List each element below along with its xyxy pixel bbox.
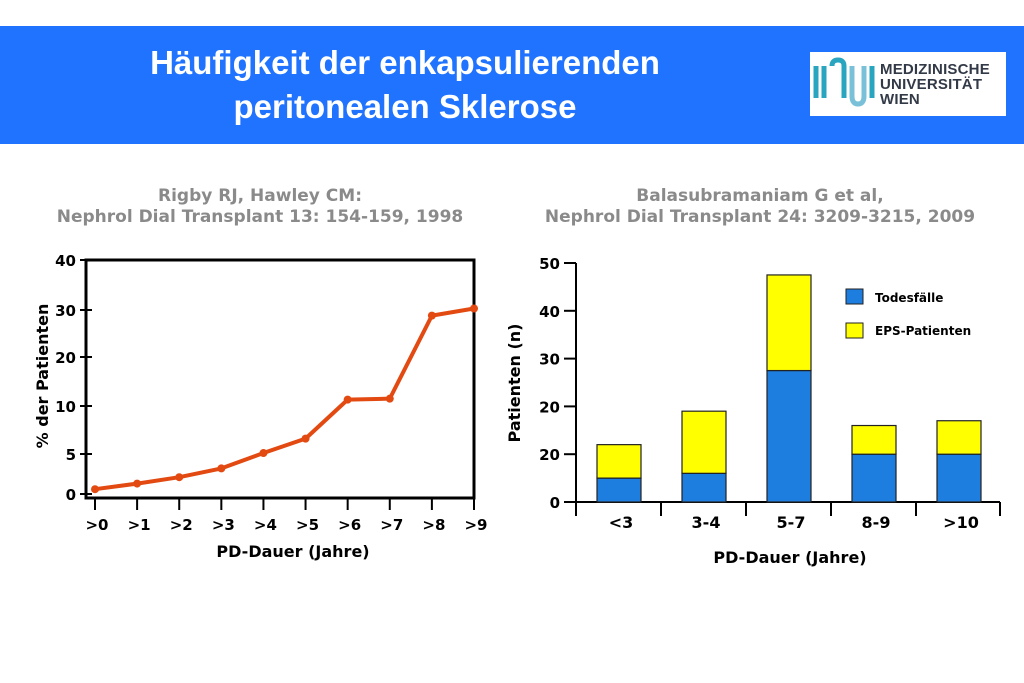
- left-y-tick-label: 40: [55, 252, 76, 270]
- left-source-line-1: Rigby RJ, Hawley CM:: [158, 186, 362, 206]
- left-data-point: [217, 464, 226, 473]
- left-source-line-2: Nephrol Dial Transplant 13: 154-159, 199…: [56, 207, 464, 227]
- left-data-point: [91, 485, 99, 494]
- university-logo: MEDIZINISCHE UNIVERSITÄT WIEN: [810, 52, 1006, 116]
- left-data-point: [301, 434, 310, 443]
- right-y-tick-label: 20: [539, 398, 560, 416]
- bar-todesfaelle: [936, 453, 982, 503]
- left-plot-frame: [84, 258, 476, 500]
- left-x-tick-label: >2: [170, 516, 193, 534]
- right-y-axis-label: Patienten (n): [505, 324, 524, 443]
- bar-eps-patienten: [681, 410, 727, 474]
- left-y-axis-label: % der Patienten: [33, 304, 52, 449]
- right-y-tick-label: 40: [539, 303, 560, 321]
- right-y-tick-label: 50: [539, 255, 560, 273]
- left-x-tick-label: >0: [85, 516, 108, 534]
- left-data-point: [175, 473, 184, 482]
- left-y-tick-label: 10: [55, 398, 76, 416]
- right-y-tick-label: 0: [550, 494, 560, 512]
- left-x-tick-label: >3: [212, 516, 235, 534]
- bar-eps-patienten: [936, 420, 982, 455]
- left-y-tick-label: 30: [55, 302, 76, 320]
- left-x-tick-label: >9: [464, 516, 487, 534]
- left-data-point: [470, 304, 478, 313]
- slide-title-line-2: peritonealen Sklerose: [233, 88, 577, 125]
- right-y-tick-label: 30: [539, 351, 560, 369]
- left-series-line: [94, 306, 475, 492]
- left-data-point: [133, 479, 142, 488]
- left-data-point: [385, 394, 394, 403]
- right-x-tick-label: 8-9: [862, 513, 891, 532]
- left-x-tick-label: >7: [380, 516, 403, 534]
- left-data-point: [259, 449, 268, 458]
- right-source-line-2: Nephrol Dial Transplant 24: 3209-3215, 2…: [544, 207, 976, 227]
- right-y-tick-label: 20: [539, 446, 560, 464]
- left-x-tick-label: >8: [422, 516, 445, 534]
- left-x-tick-label: >6: [338, 516, 361, 534]
- bar-eps-patienten: [851, 424, 897, 455]
- logo-text-line-2: UNIVERSITÄT: [880, 76, 983, 93]
- left-y-tick-label: 0: [66, 486, 76, 504]
- right-x-tick-label: <3: [609, 513, 634, 532]
- left-x-tick-label: >4: [254, 516, 277, 534]
- left-data-point: [343, 395, 352, 404]
- logo-text-line-1: MEDIZINISCHE: [880, 61, 990, 78]
- legend-label-eps-patienten: EPS-Patienten: [875, 324, 971, 338]
- legend-swatch-eps-patienten: [845, 322, 864, 339]
- right-x-tick-label: 5-7: [777, 513, 806, 532]
- bar-eps-patienten: [596, 444, 642, 479]
- left-y-tick-label: 20: [55, 349, 76, 367]
- slide-title-line-1: Häufigkeit der enkapsulierenden: [150, 44, 660, 81]
- legend-label-todesfaelle: Todesfälle: [875, 291, 943, 305]
- left-y-tick-label: 5: [66, 446, 76, 464]
- right-x-tick-label: >10: [943, 513, 979, 532]
- bar-todesfaelle: [596, 477, 642, 503]
- right-x-tick-label: 3-4: [692, 513, 721, 532]
- left-data-point: [427, 311, 436, 320]
- logo-text-line-3: WIEN: [880, 91, 920, 108]
- left-x-axis-label: PD-Dauer (Jahre): [216, 542, 369, 561]
- bar-eps-patienten: [766, 274, 812, 372]
- left-x-tick-label: >1: [128, 516, 151, 534]
- bar-todesfaelle: [851, 453, 897, 503]
- bar-todesfaelle: [766, 369, 812, 503]
- bar-todesfaelle: [681, 472, 727, 503]
- logo-emblem-icon: [813, 57, 875, 107]
- legend-swatch-todesfaelle: [845, 288, 864, 305]
- left-x-tick-label: >5: [296, 516, 319, 534]
- right-source-line-1: Balasubramaniam G et al,: [636, 186, 884, 206]
- right-x-axis-label: PD-Dauer (Jahre): [713, 548, 866, 567]
